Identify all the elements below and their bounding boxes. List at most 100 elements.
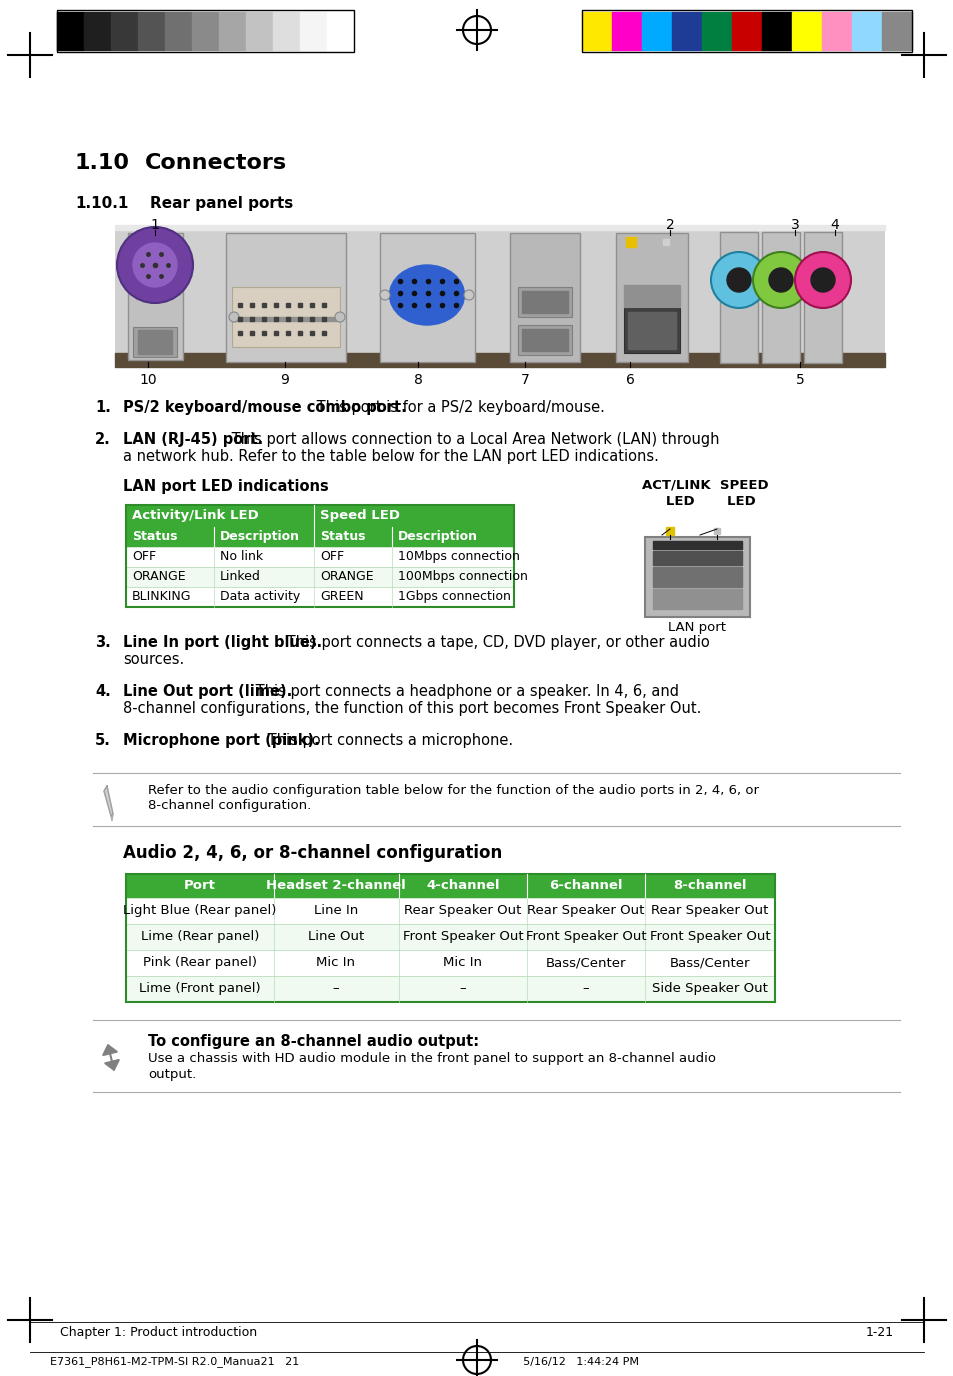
Text: Microphone port (pink).: Microphone port (pink). xyxy=(123,733,319,749)
Bar xyxy=(115,354,884,367)
Bar xyxy=(821,12,851,50)
Text: ACT/LINK  SPEED: ACT/LINK SPEED xyxy=(641,479,768,493)
Bar xyxy=(115,226,884,230)
Circle shape xyxy=(117,227,193,303)
Text: Line Out port (lime).: Line Out port (lime). xyxy=(123,684,292,699)
Bar xyxy=(84,12,111,50)
Text: 5.: 5. xyxy=(95,733,111,749)
Circle shape xyxy=(726,268,750,292)
Text: 4-channel: 4-channel xyxy=(426,879,499,892)
Circle shape xyxy=(794,252,850,308)
Bar xyxy=(126,949,774,976)
Bar xyxy=(138,12,165,50)
Text: This port is for a PS/2 keyboard/mouse.: This port is for a PS/2 keyboard/mouse. xyxy=(312,400,604,416)
Text: Activity/Link LED: Activity/Link LED xyxy=(132,509,258,522)
Text: 1.10: 1.10 xyxy=(75,153,130,173)
Text: 1.: 1. xyxy=(95,400,111,416)
Bar xyxy=(232,288,339,347)
Bar xyxy=(126,567,514,588)
Bar xyxy=(126,588,514,607)
Bar xyxy=(521,290,567,312)
Text: sources.: sources. xyxy=(123,652,184,667)
Bar xyxy=(882,12,911,50)
Ellipse shape xyxy=(389,266,464,325)
Text: Headset 2-channel: Headset 2-channel xyxy=(266,879,405,892)
Bar xyxy=(126,548,514,567)
Text: LAN port: LAN port xyxy=(667,621,725,634)
Text: 100Mbps connection: 100Mbps connection xyxy=(397,570,527,583)
Bar xyxy=(246,12,273,50)
Bar xyxy=(701,12,731,50)
Bar xyxy=(219,12,246,50)
Bar xyxy=(623,285,679,307)
Text: 3: 3 xyxy=(790,217,799,233)
Text: 3.: 3. xyxy=(95,634,111,649)
Bar xyxy=(510,233,579,362)
Circle shape xyxy=(379,290,390,300)
Bar xyxy=(126,925,774,949)
Circle shape xyxy=(463,290,474,300)
Bar xyxy=(126,976,774,1002)
Bar xyxy=(379,233,475,362)
Text: Use a chassis with HD audio module in the front panel to support an 8-channel au: Use a chassis with HD audio module in th… xyxy=(148,1053,716,1065)
Text: Front Speaker Out: Front Speaker Out xyxy=(402,930,523,943)
Circle shape xyxy=(752,252,808,308)
Text: Refer to the audio configuration table below for the function of the audio ports: Refer to the audio configuration table b… xyxy=(148,784,759,797)
Text: Connectors: Connectors xyxy=(145,153,287,173)
Polygon shape xyxy=(111,815,112,821)
Text: –: – xyxy=(333,982,339,995)
Text: a network hub. Refer to the table below for the LAN port LED indications.: a network hub. Refer to the table below … xyxy=(123,449,659,464)
Text: Audio 2, 4, 6, or 8-channel configuration: Audio 2, 4, 6, or 8-channel configuratio… xyxy=(123,843,501,861)
Text: Data activity: Data activity xyxy=(220,590,300,603)
Bar xyxy=(232,316,339,321)
Text: Rear Speaker Out: Rear Speaker Out xyxy=(651,904,768,916)
Circle shape xyxy=(768,268,792,292)
Text: LAN (RJ-45) port.: LAN (RJ-45) port. xyxy=(123,432,263,447)
Bar xyxy=(671,12,701,50)
Bar xyxy=(126,899,774,925)
Text: 6: 6 xyxy=(625,373,634,387)
Text: Description: Description xyxy=(397,530,477,544)
Bar xyxy=(517,325,572,355)
Bar xyxy=(652,550,741,566)
Bar xyxy=(517,288,572,316)
Text: Mic In: Mic In xyxy=(316,956,355,969)
Bar xyxy=(57,10,354,52)
Text: Light Blue (Rear panel): Light Blue (Rear panel) xyxy=(123,904,276,916)
Bar xyxy=(126,874,774,1002)
Circle shape xyxy=(810,268,834,292)
Text: No link: No link xyxy=(220,550,263,563)
Text: 7: 7 xyxy=(520,373,529,387)
Bar xyxy=(652,589,741,610)
Text: OFF: OFF xyxy=(319,550,344,563)
Text: Line In port (light blue).: Line In port (light blue). xyxy=(123,634,322,649)
Bar xyxy=(111,12,138,50)
Bar xyxy=(138,330,172,354)
Text: Line Out: Line Out xyxy=(308,930,364,943)
Bar xyxy=(299,12,327,50)
Bar xyxy=(126,505,514,527)
Text: 4.: 4. xyxy=(95,684,111,699)
Text: 6-channel: 6-channel xyxy=(549,879,622,892)
Bar xyxy=(791,12,821,50)
Text: Bass/Center: Bass/Center xyxy=(669,956,749,969)
Bar xyxy=(581,12,612,50)
Text: To configure an 8-channel audio output:: To configure an 8-channel audio output: xyxy=(148,1033,478,1049)
Text: –: – xyxy=(459,982,466,995)
Text: Description: Description xyxy=(220,530,299,544)
Text: ORANGE: ORANGE xyxy=(319,570,374,583)
Bar xyxy=(273,12,299,50)
Text: Pink (Rear panel): Pink (Rear panel) xyxy=(143,956,256,969)
Text: This port connects a tape, CD, DVD player, or other audio: This port connects a tape, CD, DVD playe… xyxy=(281,634,709,649)
Bar xyxy=(803,233,841,363)
Bar xyxy=(652,567,741,588)
Text: OFF: OFF xyxy=(132,550,156,563)
Bar xyxy=(627,312,676,350)
Text: PS/2 keyboard/mouse combo port.: PS/2 keyboard/mouse combo port. xyxy=(123,400,406,416)
Text: Status: Status xyxy=(319,530,365,544)
Text: 4: 4 xyxy=(830,217,839,233)
Bar xyxy=(57,12,84,50)
Text: E7361_P8H61-M2-TPM-SI R2.0_Manua21   21                                         : E7361_P8H61-M2-TPM-SI R2.0_Manua21 21 xyxy=(50,1355,639,1366)
Bar xyxy=(132,327,177,356)
Text: BLINKING: BLINKING xyxy=(132,590,192,603)
